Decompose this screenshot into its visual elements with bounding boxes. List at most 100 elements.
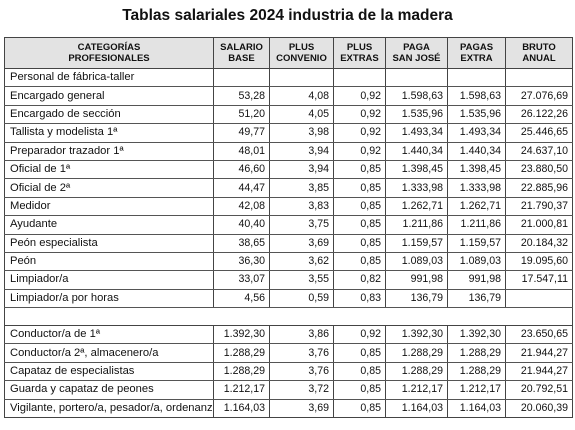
paga-san-jose-cell: 1.159,57 [385,233,448,253]
salario-base-cell: 44,47 [213,178,270,198]
plus-convenio-cell: 3,75 [269,215,334,235]
separator-cell [4,307,573,327]
pagas-extra-cell: 1.262,71 [447,196,506,217]
table-row: Limpiador/a por horas 4,56 0,59 0,83 136,79 1… [4,288,573,309]
plus-extras-cell: 0,92 [333,104,386,125]
salario-base-cell: 36,30 [213,251,270,272]
bruto-anual-cell: 21.000,81 [505,215,573,235]
plus-convenio-cell: 0,59 [269,288,334,309]
category-cell: Capataz de especialistas [4,361,214,382]
paga-san-jose-cell: 991,98 [385,270,448,290]
paga-san-jose-cell: 1.212,17 [385,380,448,400]
paga-san-jose-cell: 1.288,29 [385,361,448,382]
category-cell: Conductor/a 2ª, almacenero/a [4,343,214,363]
category-cell: Oficial de 1ª [4,159,214,180]
bruto-anual-cell: 27.076,69 [505,86,573,106]
salario-base-cell: 1.164,03 [213,398,270,419]
header-line: CONVENIO [276,53,327,64]
bruto-anual-cell: 22.885,96 [505,178,573,198]
header-plus-extras: PLUS EXTRAS [333,37,386,69]
table-row: Capataz de especialistas 1.288,29 3,76 0,85… [4,361,573,382]
plus-extras-cell: 0,85 [333,398,386,419]
header-line: PLUS [288,42,315,53]
header-line: BRUTO [522,42,556,53]
empty-cell [333,67,386,88]
paga-san-jose-cell: 1.262,71 [385,196,448,217]
pagas-extra-cell: 1.598,63 [447,86,506,106]
header-line: ANUAL [522,53,556,64]
pagas-extra-cell: 1.440,34 [447,141,506,161]
paga-san-jose-cell: 136,79 [385,288,448,309]
plus-extras-cell: 0,85 [333,361,386,382]
bruto-anual-cell: 21.944,27 [505,361,573,382]
salario-base-cell: 38,65 [213,233,270,253]
table-row: Conductor/a de 1ª 1.392,30 3,86 0,92 1.392,3… [4,325,573,345]
bruto-anual-cell: 20.792,51 [505,380,573,400]
header-line: BASE [228,53,255,64]
pagas-extra-cell: 1.493,34 [447,123,506,143]
category-cell: Peón [4,251,214,272]
header-line: PAGA [403,42,430,53]
header-salario-base: SALARIO BASE [213,37,270,69]
header-line: PAGAS [459,42,494,53]
table-row: Guarda y capataz de peones 1.212,17 3,72 0,… [4,380,573,400]
table-header-row: CATEGORÍAS PROFESIONALES SALARIO BASE PLUS CO… [4,37,573,69]
header-line: SALARIO [220,42,263,53]
section-label: Personal de fábrica-taller [4,67,214,88]
plus-extras-cell: 0,85 [333,380,386,400]
plus-extras-cell: 0,85 [333,251,386,272]
paga-san-jose-cell: 1.211,86 [385,215,448,235]
header-line: EXTRA [460,53,493,64]
salario-base-cell: 51,20 [213,104,270,125]
paga-san-jose-cell: 1.164,03 [385,398,448,419]
paga-san-jose-cell: 1.288,29 [385,343,448,363]
plus-convenio-cell: 3,76 [269,361,334,382]
pagas-extra-cell: 1.212,17 [447,380,506,400]
pagas-extra-cell: 1.392,30 [447,325,506,345]
bruto-anual-cell: 23.880,50 [505,159,573,180]
pagas-extra-cell: 1.288,29 [447,343,506,363]
paga-san-jose-cell: 1.333,98 [385,178,448,198]
salario-base-cell: 40,40 [213,215,270,235]
plus-extras-cell: 0,82 [333,270,386,290]
table-row: Encargado general 53,28 4,08 0,92 1.598,63 1.… [4,86,573,106]
category-cell: Encargado de sección [4,104,214,125]
plus-convenio-cell: 3,69 [269,233,334,253]
plus-extras-cell: 0,85 [333,178,386,198]
category-cell: Peón especialista [4,233,214,253]
pagas-extra-cell: 1.089,03 [447,251,506,272]
table-row: Preparador trazador 1ª 48,01 3,94 0,92 1.440… [4,141,573,161]
paga-san-jose-cell: 1.440,34 [385,141,448,161]
paga-san-jose-cell: 1.398,45 [385,159,448,180]
pagas-extra-cell: 991,98 [447,270,506,290]
salario-base-cell: 42,08 [213,196,270,217]
salario-base-cell: 49,77 [213,123,270,143]
header-line: EXTRAS [340,53,379,64]
plus-extras-cell: 0,92 [333,141,386,161]
paga-san-jose-cell: 1.598,63 [385,86,448,106]
category-cell: Conductor/a de 1ª [4,325,214,345]
paga-san-jose-cell: 1.089,03 [385,251,448,272]
plus-extras-cell: 0,85 [333,343,386,363]
plus-convenio-cell: 3,98 [269,123,334,143]
salario-base-cell: 1.212,17 [213,380,270,400]
plus-convenio-cell: 3,94 [269,141,334,161]
plus-convenio-cell: 3,86 [269,325,334,345]
bruto-anual-cell: 19.095,60 [505,251,573,272]
plus-extras-cell: 0,85 [333,196,386,217]
bruto-anual-cell [505,288,573,309]
salary-table: CATEGORÍAS PROFESIONALES SALARIO BASE PLUS CO… [4,37,573,419]
bruto-anual-cell: 21.790,37 [505,196,573,217]
category-cell: Limpiador/a [4,270,214,290]
salario-base-cell: 48,01 [213,141,270,161]
salario-base-cell: 4,56 [213,288,270,309]
header-paga-san-jose: PAGA SAN JOSÉ [385,37,448,69]
category-cell: Oficial de 2ª [4,178,214,198]
paga-san-jose-cell: 1.535,96 [385,104,448,125]
pagas-extra-cell: 1.398,45 [447,159,506,180]
header-line: CATEGORÍAS [77,42,141,53]
table-row: Limpiador/a 33,07 3,55 0,82 991,98 991,98 17.5… [4,270,573,290]
table-row: Peón 36,30 3,62 0,85 1.089,03 1.089,03 19.095,… [4,251,573,272]
bruto-anual-cell: 23.650,65 [505,325,573,345]
pagas-extra-cell: 1.159,57 [447,233,506,253]
